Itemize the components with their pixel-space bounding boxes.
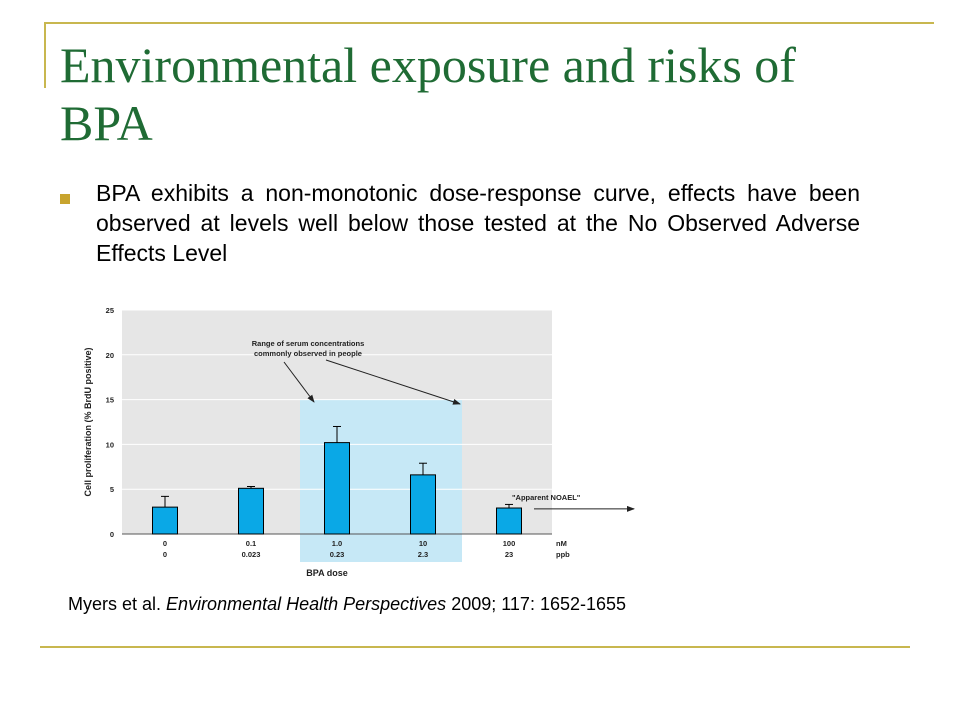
bar bbox=[496, 507, 522, 535]
bottom-accent-rule bbox=[40, 646, 910, 648]
x-tick-label-nm: 1.0 bbox=[332, 539, 342, 548]
range-annotation-line2: commonly observed in people bbox=[254, 349, 362, 358]
slide-title: Environmental exposure and risks of BPA bbox=[60, 37, 796, 151]
y-tick-label: 15 bbox=[106, 396, 114, 405]
x-tick-label-nm: 10 bbox=[419, 539, 427, 548]
x-tick-label-nm: 0.1 bbox=[246, 539, 256, 548]
citation-details: 2009; 117: 1652-1655 bbox=[451, 594, 627, 614]
range-annotation-line1: Range of serum concentrations bbox=[252, 339, 365, 348]
x-tick-label-ppb: 0.023 bbox=[242, 550, 261, 559]
x-tick-label-ppb: 23 bbox=[505, 550, 513, 559]
y-tick-label: 10 bbox=[106, 440, 114, 449]
x-tick-label-ppb: 2.3 bbox=[418, 550, 428, 559]
y-axis-title: Cell proliferation (% BrdU positive) bbox=[83, 347, 93, 496]
chart-svg: 0 5 10 15 20 25 0 0 0.1 0.023 1.0 0.23 10 2.3 100 23 nM p… bbox=[83, 306, 635, 578]
unit-label-ppb: ppb bbox=[556, 550, 570, 559]
y-tick-label: 0 bbox=[110, 530, 114, 539]
bar bbox=[324, 442, 350, 535]
bullet-text: BPA exhibits a non-monotonic dose-respon… bbox=[96, 180, 860, 266]
x-tick-label-ppb: 0.23 bbox=[330, 550, 345, 559]
y-tick-label: 20 bbox=[106, 351, 114, 360]
range-arrow-right bbox=[325, 359, 461, 405]
y-tick-label: 25 bbox=[106, 306, 114, 315]
x-tick-label-nm: 100 bbox=[503, 539, 516, 548]
range-arrow-left bbox=[283, 361, 315, 403]
bar bbox=[238, 487, 264, 535]
top-accent-rule bbox=[44, 22, 934, 24]
citation-journal: Environmental Health Perspectives bbox=[166, 594, 447, 614]
bar bbox=[152, 506, 178, 535]
bullet-item: BPA exhibits a non-monotonic dose-respon… bbox=[60, 178, 860, 268]
x-axis-title: BPA dose bbox=[306, 568, 348, 578]
y-tick-label: 5 bbox=[110, 485, 114, 494]
bar bbox=[410, 474, 436, 535]
x-tick-label-ppb: 0 bbox=[163, 550, 167, 559]
citation-authors: Myers et al. bbox=[68, 594, 162, 614]
bullet-marker bbox=[60, 194, 70, 204]
noael-label: "Apparent NOAEL" bbox=[512, 493, 581, 502]
x-tick-label-nm: 0 bbox=[163, 539, 167, 548]
citation: Myers et al. Environmental Health Perspe… bbox=[68, 594, 626, 615]
left-accent-rule bbox=[44, 22, 46, 88]
bar-chart: 0 5 10 15 20 25 0 0 0.1 0.023 1.0 0.23 10 2.3 100 23 nM p… bbox=[60, 300, 660, 590]
unit-label-nm: nM bbox=[556, 539, 567, 548]
